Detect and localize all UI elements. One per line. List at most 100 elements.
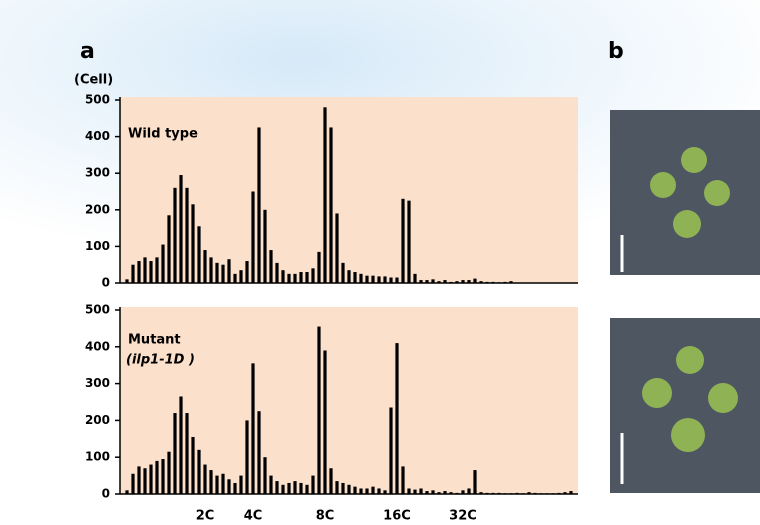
bar [251, 191, 255, 283]
bar [155, 460, 159, 494]
bar [431, 279, 435, 283]
bar [203, 464, 207, 494]
bar [497, 282, 501, 283]
bar [503, 281, 507, 283]
bar [449, 281, 453, 283]
bar [149, 261, 153, 283]
bar [167, 451, 171, 494]
panel-label: b [608, 39, 624, 64]
bar [491, 492, 495, 494]
bar [395, 277, 399, 283]
bar [161, 459, 165, 494]
bar [125, 279, 129, 283]
bar [185, 413, 189, 494]
bar [293, 481, 297, 494]
bar [569, 491, 573, 494]
bar [485, 281, 489, 283]
bar [527, 492, 531, 494]
x-tick-label: 2C [196, 509, 215, 524]
plot-background [120, 97, 578, 283]
bar [221, 473, 225, 494]
bar [491, 281, 495, 283]
y-tick-label: 300 [85, 166, 110, 180]
bar [389, 407, 393, 494]
y-tick-label: 100 [85, 239, 110, 253]
annotation: (ilp1-1D ) [126, 353, 195, 368]
bar [389, 277, 393, 283]
bar [455, 281, 459, 283]
bar [143, 468, 147, 494]
bar [479, 281, 483, 283]
bar [215, 262, 219, 283]
bar [323, 107, 327, 283]
bar [365, 275, 369, 283]
bar [299, 272, 303, 283]
photo [610, 110, 760, 275]
bar [437, 281, 441, 283]
bar [245, 261, 249, 283]
annotation: Mutant [128, 333, 181, 348]
bar [509, 493, 513, 494]
bar [191, 436, 195, 494]
bar [329, 127, 333, 283]
bar [245, 420, 249, 494]
bar [473, 470, 477, 494]
bar [365, 488, 369, 494]
bar [149, 464, 153, 494]
bar [131, 264, 135, 283]
bar [155, 257, 159, 283]
bar [239, 270, 243, 283]
bar [557, 492, 561, 494]
bar [347, 484, 351, 494]
bar [173, 413, 177, 494]
bar [347, 270, 351, 283]
bar [209, 257, 213, 283]
bar [179, 175, 183, 283]
bar [179, 396, 183, 494]
bar [353, 486, 357, 494]
bar [161, 244, 165, 283]
bar [263, 209, 267, 283]
photo [610, 318, 760, 493]
bar [227, 479, 231, 494]
y-tick-label: 400 [85, 339, 110, 353]
bar [461, 490, 465, 494]
bar [533, 492, 537, 494]
bar [497, 492, 501, 494]
bar [503, 493, 507, 494]
bar [233, 273, 237, 283]
bar [275, 481, 279, 494]
x-tick-label: 16C [383, 509, 411, 524]
bar [143, 257, 147, 283]
y-tick-label: 200 [85, 413, 110, 427]
bar [185, 187, 189, 283]
bar [263, 457, 267, 494]
y-tick-label: 500 [85, 93, 110, 107]
bar [137, 466, 141, 494]
bar [203, 250, 207, 283]
bar [335, 481, 339, 494]
bar [461, 280, 465, 283]
bar [269, 475, 273, 494]
bar [215, 475, 219, 494]
bar [413, 273, 417, 283]
bar [125, 490, 129, 494]
bar [377, 276, 381, 283]
bar [563, 492, 567, 494]
bar [209, 470, 213, 494]
bar [131, 473, 135, 494]
bar [197, 226, 201, 283]
bar [407, 200, 411, 283]
y-tick-label: 500 [85, 303, 110, 317]
bar [311, 475, 315, 494]
bar [353, 272, 357, 283]
bar [323, 350, 327, 494]
bar [467, 280, 471, 283]
y-axis-label: (Cell) [74, 73, 113, 88]
bar [509, 281, 513, 283]
bar [425, 491, 429, 494]
bar [287, 273, 291, 283]
bar [431, 490, 435, 494]
bar [383, 490, 387, 494]
bar [545, 493, 549, 494]
